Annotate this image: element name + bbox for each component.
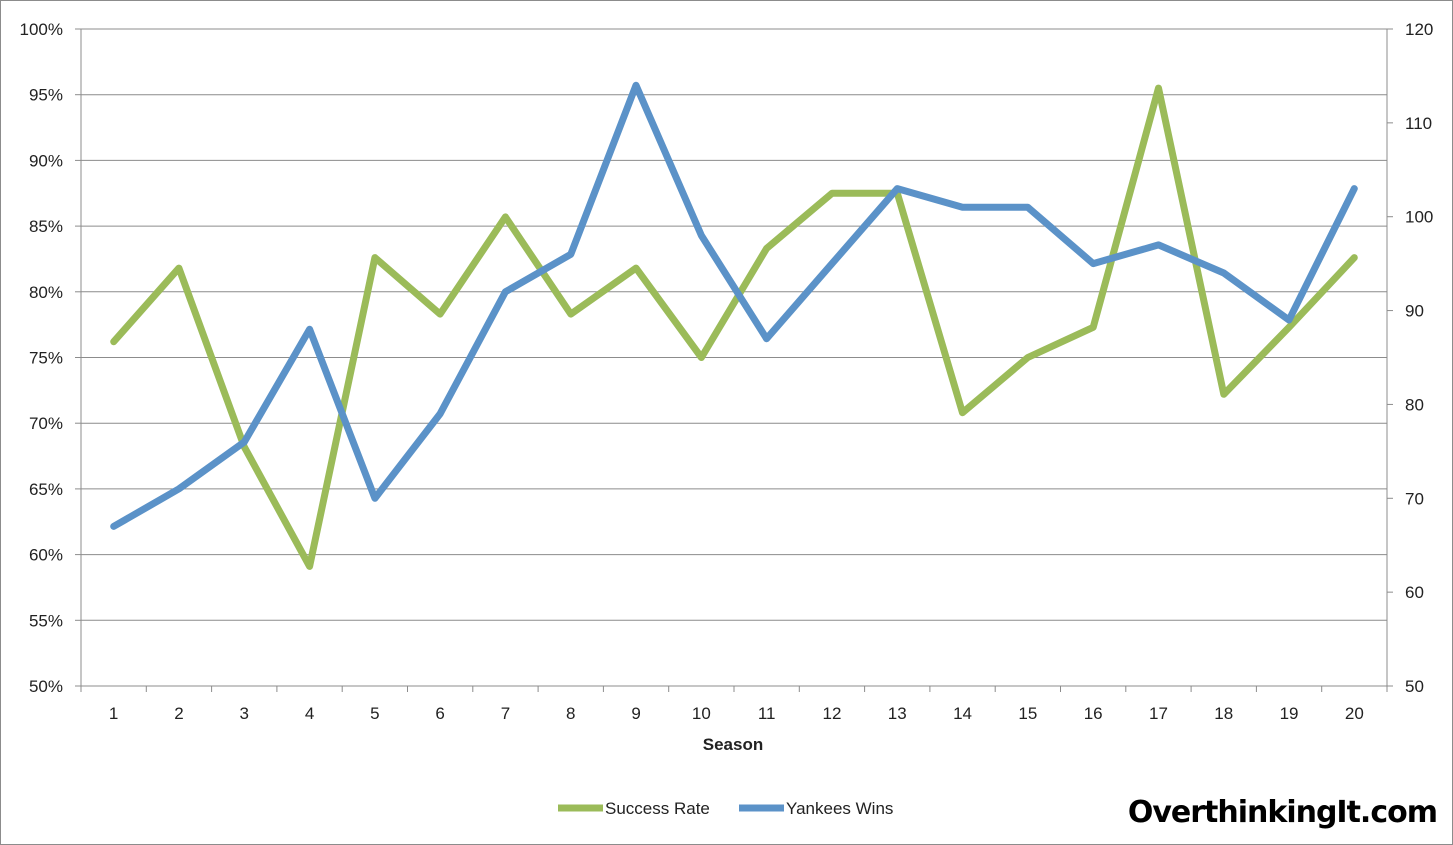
y-right-tick-label: 50 bbox=[1405, 677, 1424, 696]
watermark-logo: OverthinkingIt.com bbox=[1128, 795, 1437, 830]
y-right-tick-label: 120 bbox=[1405, 20, 1433, 39]
series-line-yankees-wins bbox=[110, 81, 1358, 530]
y-left-tick-label: 65% bbox=[29, 480, 63, 499]
y-right-tick-label: 70 bbox=[1405, 489, 1424, 508]
legend-label-yankees-wins: Yankees Wins bbox=[786, 799, 893, 818]
x-tick-label: 13 bbox=[888, 704, 907, 723]
x-tick-label: 15 bbox=[1018, 704, 1037, 723]
x-tick-label: 7 bbox=[501, 704, 510, 723]
legend-label-success-rate: Success Rate bbox=[605, 799, 710, 818]
y-right-tick-label: 90 bbox=[1405, 302, 1424, 321]
y-left-tick-label: 60% bbox=[29, 546, 63, 565]
y-left-tick-label: 95% bbox=[29, 86, 63, 105]
y-left-tick-label: 100% bbox=[20, 20, 63, 39]
axes bbox=[75, 28, 1393, 692]
x-tick-label: 8 bbox=[566, 704, 575, 723]
x-tick-label: 1 bbox=[109, 704, 118, 723]
x-tick-label: 14 bbox=[953, 704, 972, 723]
y-left-tick-label: 50% bbox=[29, 677, 63, 696]
series-lines bbox=[110, 81, 1358, 570]
x-tick-label: 10 bbox=[692, 704, 711, 723]
y-right-tick-label: 110 bbox=[1405, 114, 1432, 133]
tick-labels: 50% 55% 60% 65% 70% 75% 80% 85% 90% 95% 100% 50 60 70… bbox=[20, 20, 1434, 723]
x-tick-label: 5 bbox=[370, 704, 379, 723]
x-tick-label: 6 bbox=[435, 704, 444, 723]
x-tick-label: 3 bbox=[240, 704, 249, 723]
x-tick-label: 4 bbox=[305, 704, 314, 723]
series-line-success-rate bbox=[110, 84, 1358, 570]
x-tick-label: 12 bbox=[822, 704, 841, 723]
y-left-tick-label: 70% bbox=[29, 414, 63, 433]
legend: Success Rate Yankees Wins bbox=[558, 799, 893, 818]
x-tick-label: 16 bbox=[1084, 704, 1103, 723]
y-left-tick-label: 80% bbox=[29, 283, 63, 302]
gridlines bbox=[81, 28, 1387, 621]
y-right-tick-label: 60 bbox=[1405, 583, 1424, 602]
x-tick-label: 17 bbox=[1149, 704, 1168, 723]
x-tick-label: 9 bbox=[631, 704, 640, 723]
x-tick-label: 2 bbox=[174, 704, 183, 723]
x-tick-label: 11 bbox=[758, 704, 776, 723]
y-left-tick-label: 85% bbox=[29, 217, 63, 236]
y-right-tick-label: 80 bbox=[1405, 395, 1424, 414]
y-left-tick-label: 90% bbox=[29, 151, 63, 170]
y-left-tick-label: 75% bbox=[29, 349, 63, 368]
x-tick-label: 18 bbox=[1214, 704, 1233, 723]
y-left-tick-label: 55% bbox=[29, 611, 63, 630]
x-tick-label: 20 bbox=[1345, 704, 1364, 723]
x-tick-label: 19 bbox=[1280, 704, 1299, 723]
x-axis-title: Season bbox=[703, 735, 763, 754]
y-right-tick-label: 100 bbox=[1405, 208, 1433, 227]
